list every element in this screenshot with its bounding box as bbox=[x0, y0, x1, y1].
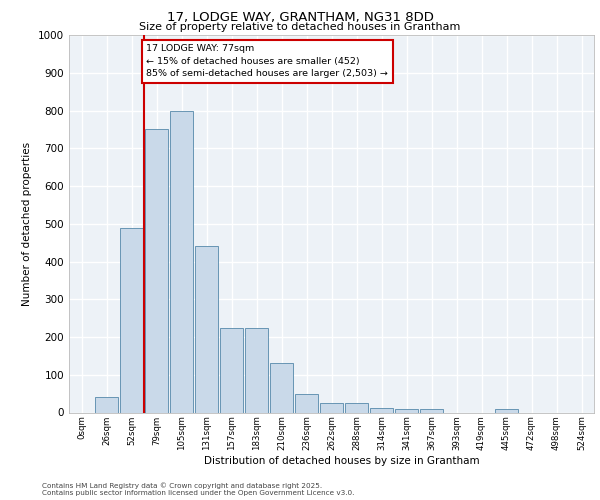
Bar bbox=[495, 410, 518, 412]
Text: 17 LODGE WAY: 77sqm
← 15% of detached houses are smaller (452)
85% of semi-detac: 17 LODGE WAY: 77sqm ← 15% of detached ho… bbox=[146, 44, 388, 78]
Bar bbox=[395, 410, 418, 412]
Bar bbox=[170, 110, 193, 412]
Bar bbox=[295, 394, 318, 412]
Text: Size of property relative to detached houses in Grantham: Size of property relative to detached ho… bbox=[139, 22, 461, 32]
Bar bbox=[195, 246, 218, 412]
Bar bbox=[245, 328, 268, 412]
Bar bbox=[320, 403, 343, 412]
Bar bbox=[270, 364, 293, 412]
Bar bbox=[120, 228, 143, 412]
Text: Distribution of detached houses by size in Grantham: Distribution of detached houses by size … bbox=[204, 456, 480, 466]
Bar bbox=[370, 408, 393, 412]
Bar bbox=[345, 403, 368, 412]
Bar bbox=[220, 328, 243, 412]
Text: 17, LODGE WAY, GRANTHAM, NG31 8DD: 17, LODGE WAY, GRANTHAM, NG31 8DD bbox=[167, 11, 433, 24]
Bar bbox=[145, 130, 168, 412]
Text: Contains public sector information licensed under the Open Government Licence v3: Contains public sector information licen… bbox=[42, 490, 355, 496]
Y-axis label: Number of detached properties: Number of detached properties bbox=[22, 142, 32, 306]
Bar bbox=[420, 410, 443, 412]
Text: Contains HM Land Registry data © Crown copyright and database right 2025.: Contains HM Land Registry data © Crown c… bbox=[42, 482, 322, 489]
Bar bbox=[95, 398, 118, 412]
